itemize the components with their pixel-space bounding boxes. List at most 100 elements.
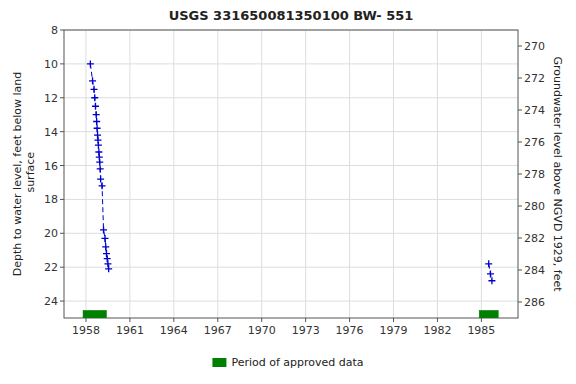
- y-axis-label-line: surface: [24, 152, 37, 196]
- point-marker: [102, 235, 109, 242]
- y-tick-label: 16: [44, 160, 58, 173]
- x-tick: [129, 318, 130, 322]
- grid-line: [64, 301, 518, 302]
- y2-tick: [518, 110, 522, 111]
- y-axis-label: Depth to water level, feet below land su…: [11, 72, 37, 277]
- y-tick-label: 20: [44, 227, 58, 240]
- y-tick-label: 12: [44, 92, 58, 105]
- x-tick-label: 1964: [160, 324, 188, 337]
- grid-line: [85, 30, 86, 318]
- point-marker: [105, 265, 112, 272]
- y-tick-label: 22: [44, 261, 58, 274]
- point-marker: [97, 165, 104, 172]
- y-tick-label: 8: [51, 24, 58, 37]
- y-tick-label: 10: [44, 58, 58, 71]
- x-tick-label: 1961: [116, 324, 144, 337]
- x-tick: [217, 318, 218, 322]
- grid-line: [349, 30, 350, 318]
- x-tick: [437, 318, 438, 322]
- x-tick: [173, 318, 174, 322]
- legend-swatch: [212, 358, 226, 367]
- plot-frame: [64, 30, 518, 318]
- x-tick: [305, 318, 306, 322]
- legend-label: Period of approved data: [231, 356, 363, 369]
- grid-line: [261, 30, 262, 318]
- y2-tick: [518, 142, 522, 143]
- grid-line: [64, 63, 518, 64]
- grid-line: [173, 30, 174, 318]
- axes: 1958196119641967197019731976197919821985…: [44, 24, 545, 337]
- grid-line: [64, 131, 518, 132]
- point-marker: [104, 255, 111, 262]
- y2-tick: [518, 78, 522, 79]
- grid-line: [481, 30, 482, 318]
- y2-tick: [518, 270, 522, 271]
- x-tick: [85, 318, 86, 322]
- y2-tick: [518, 174, 522, 175]
- point-marker: [487, 270, 494, 277]
- y-tick: [60, 301, 64, 302]
- point-marker: [97, 176, 104, 183]
- chart: 1958196119641967197019731976197919821985…: [0, 0, 576, 384]
- x-tick: [261, 318, 262, 322]
- point-marker: [91, 86, 98, 93]
- point-marker: [104, 260, 111, 267]
- y2-tick-label: 276: [524, 136, 545, 149]
- y-axis-label-line: Depth to water level, feet below land: [11, 72, 24, 277]
- grid: [64, 30, 518, 318]
- y2-tick-label: 280: [524, 200, 545, 213]
- grid-line: [64, 233, 518, 234]
- point-marker: [92, 103, 99, 110]
- y-tick-label: 14: [44, 126, 58, 139]
- point-marker: [485, 260, 492, 267]
- y-tick: [60, 63, 64, 64]
- approved-span: [479, 310, 498, 318]
- y2-tick-label: 274: [524, 104, 545, 117]
- y2-tick: [518, 238, 522, 239]
- point-marker: [102, 243, 109, 250]
- point-marker: [103, 250, 110, 257]
- point-marker: [94, 125, 101, 132]
- point-marker: [100, 226, 107, 233]
- x-tick-label: 1979: [380, 324, 408, 337]
- y-tick: [60, 267, 64, 268]
- approved-span: [83, 310, 106, 318]
- x-tick: [349, 318, 350, 322]
- y-tick: [60, 233, 64, 234]
- title: USGS 331650081350100 BW- 551: [169, 8, 414, 23]
- x-tick-label: 1970: [248, 324, 276, 337]
- y-tick-label: 24: [44, 295, 58, 308]
- grid-line: [64, 97, 518, 98]
- y2-tick-label: 284: [524, 264, 545, 277]
- legend: Period of approved data: [212, 356, 363, 369]
- x-tick-label: 1982: [423, 324, 451, 337]
- y2-tick-label: 270: [524, 40, 545, 53]
- y-tick: [60, 199, 64, 200]
- y2-tick: [518, 302, 522, 303]
- series-line: [90, 64, 108, 269]
- x-tick: [481, 318, 482, 322]
- y2-tick-label: 282: [524, 232, 545, 245]
- x-tick-label: 1958: [72, 324, 100, 337]
- grid-line: [64, 199, 518, 200]
- point-marker: [93, 118, 100, 125]
- point-marker: [99, 182, 106, 189]
- grid-line: [64, 267, 518, 268]
- y-tick: [60, 30, 64, 31]
- y2-tick-label: 286: [524, 296, 545, 309]
- y-tick: [60, 165, 64, 166]
- y2-tick-label: 272: [524, 72, 545, 85]
- point-marker: [87, 60, 94, 67]
- y2-axis-label: Groundwater level above NGVD 1929, feet: [551, 56, 564, 292]
- data: [83, 60, 498, 318]
- y-tick: [60, 131, 64, 132]
- point-marker: [89, 77, 96, 84]
- point-marker: [91, 94, 98, 101]
- point-marker: [93, 111, 100, 118]
- y2-tick-label: 278: [524, 168, 545, 181]
- point-marker: [95, 142, 102, 149]
- y2-tick: [518, 206, 522, 207]
- y-tick-label: 18: [44, 193, 58, 206]
- point-marker: [488, 277, 495, 284]
- x-tick-label: 1973: [292, 324, 320, 337]
